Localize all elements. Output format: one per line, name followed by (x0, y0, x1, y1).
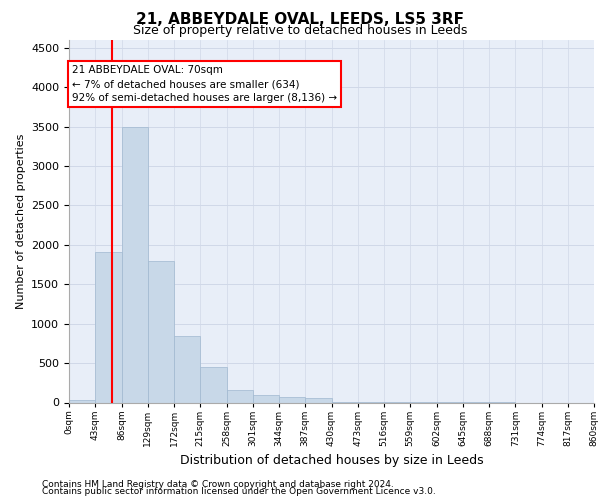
Text: Contains HM Land Registry data © Crown copyright and database right 2024.: Contains HM Land Registry data © Crown c… (42, 480, 394, 489)
Y-axis label: Number of detached properties: Number of detached properties (16, 134, 26, 309)
Bar (69, 400, 95, 402)
Text: 21 ABBEYDALE OVAL: 70sqm
← 7% of detached houses are smaller (634)
92% of semi-d: 21 ABBEYDALE OVAL: 70sqm ← 7% of detache… (72, 65, 337, 103)
Bar (305, 398, 331, 402)
Bar (148, 262, 174, 402)
Bar (253, 396, 279, 402)
Bar (227, 390, 253, 402)
Text: Size of property relative to detached houses in Leeds: Size of property relative to detached ho… (133, 24, 467, 37)
Bar (95, 252, 121, 402)
X-axis label: Distribution of detached houses by size in Leeds: Distribution of detached houses by size … (179, 454, 484, 467)
Bar (174, 336, 200, 402)
Text: 21, ABBEYDALE OVAL, LEEDS, LS5 3RF: 21, ABBEYDALE OVAL, LEEDS, LS5 3RF (136, 12, 464, 28)
Bar (121, 128, 148, 402)
Bar (200, 367, 227, 402)
Bar (279, 398, 305, 402)
Text: Contains public sector information licensed under the Open Government Licence v3: Contains public sector information licen… (42, 487, 436, 496)
